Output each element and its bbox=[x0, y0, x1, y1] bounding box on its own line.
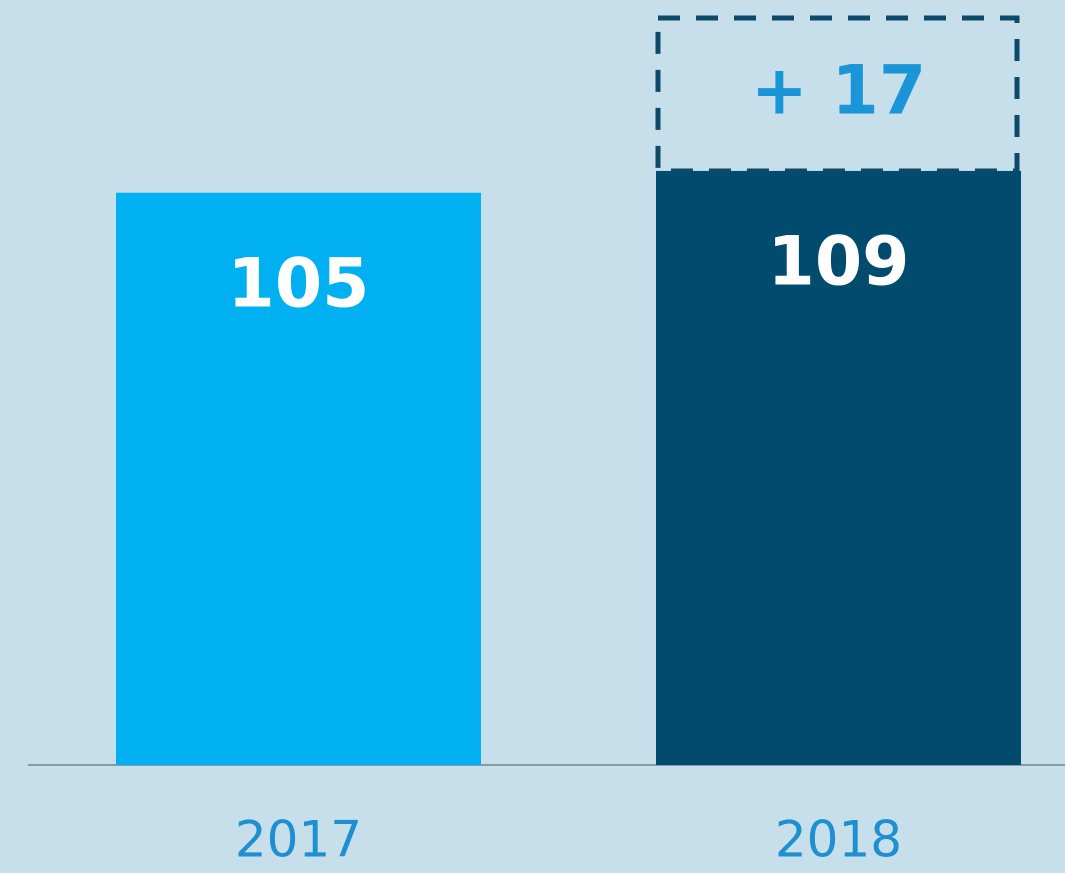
x-tick-label: 2018 bbox=[775, 811, 902, 869]
bar bbox=[116, 192, 481, 765]
annotation-box bbox=[655, 15, 1020, 174]
x-tick-label: 2017 bbox=[235, 811, 362, 869]
annotation: + 17 bbox=[751, 52, 926, 131]
bar bbox=[656, 170, 1021, 765]
value-label: 105 bbox=[228, 244, 370, 323]
value-label: 109 bbox=[768, 222, 910, 301]
